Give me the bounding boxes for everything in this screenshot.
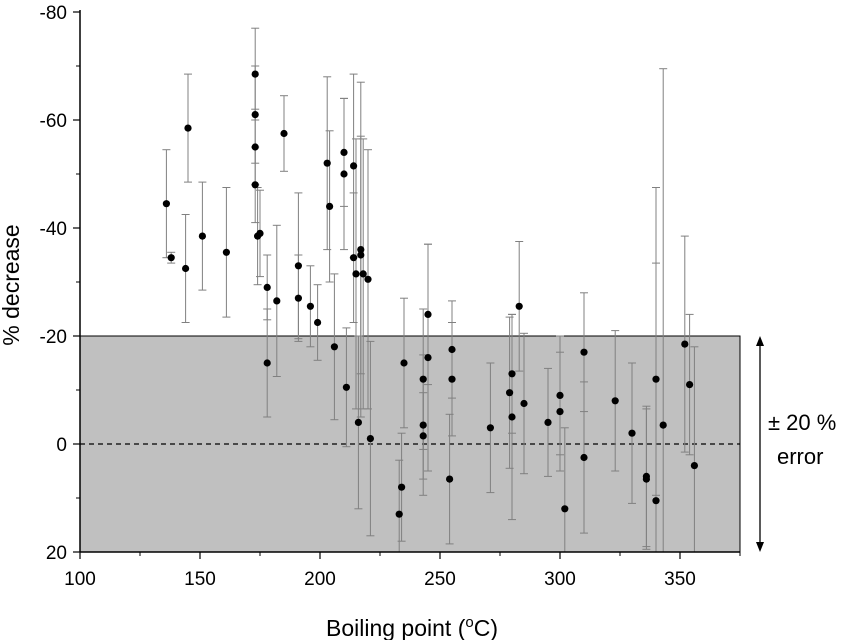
x-tick-label: 100 xyxy=(64,569,96,590)
y-tick-label: -40 xyxy=(40,219,67,240)
data-point xyxy=(342,383,350,391)
data-points-group xyxy=(162,70,699,518)
data-point xyxy=(611,397,619,405)
data-point xyxy=(350,254,358,262)
data-point xyxy=(424,310,432,318)
x-axis-title: Boiling point (oC) xyxy=(326,614,498,640)
y-tick-label: 0 xyxy=(56,435,67,456)
x-tick-label: 250 xyxy=(424,569,456,590)
y-ticks-group: -80 -60 -40 -20 0 20 xyxy=(40,3,80,564)
data-point xyxy=(520,399,528,408)
data-point xyxy=(326,202,334,210)
data-point xyxy=(323,159,331,167)
data-point xyxy=(400,359,408,367)
data-point xyxy=(508,413,516,421)
data-point xyxy=(652,497,660,505)
x-ticks-group: 100 150 200 250 300 350 xyxy=(64,552,741,590)
data-point xyxy=(354,418,362,426)
error-range-arrow xyxy=(756,336,764,552)
data-point xyxy=(642,475,651,483)
data-point xyxy=(167,254,175,262)
data-point xyxy=(306,302,314,310)
error-bar xyxy=(560,427,569,552)
x-tick-label: 200 xyxy=(304,569,336,590)
error-bar xyxy=(690,346,699,552)
data-point xyxy=(314,318,322,327)
data-point xyxy=(222,248,230,256)
y-tick-label: -80 xyxy=(40,3,67,24)
error-bar xyxy=(652,187,660,552)
data-point xyxy=(352,270,360,278)
data-point xyxy=(263,359,271,367)
data-point xyxy=(652,375,660,383)
data-point xyxy=(366,435,374,443)
data-point xyxy=(580,348,588,356)
data-point xyxy=(340,170,348,178)
data-point xyxy=(544,418,552,426)
y-tick-label: -60 xyxy=(40,111,67,132)
data-point xyxy=(251,111,259,119)
data-point xyxy=(515,302,523,310)
data-point xyxy=(184,124,192,132)
y-axis-title: % decrease xyxy=(0,224,24,345)
data-point xyxy=(395,510,403,518)
data-point xyxy=(681,340,689,348)
data-point xyxy=(690,462,699,470)
data-point xyxy=(357,246,365,254)
x-tick-label: 150 xyxy=(184,569,216,590)
x-tick-label: 350 xyxy=(664,569,696,590)
data-point xyxy=(448,345,456,354)
data-point xyxy=(508,370,516,378)
data-point xyxy=(419,421,427,429)
data-point xyxy=(686,381,694,389)
data-point xyxy=(294,262,302,270)
data-point xyxy=(273,297,281,305)
data-point xyxy=(357,251,365,259)
data-point xyxy=(486,424,494,432)
data-point xyxy=(364,275,372,283)
data-point xyxy=(628,429,636,437)
data-point xyxy=(256,229,264,237)
data-point xyxy=(419,432,427,440)
data-point xyxy=(448,375,456,383)
data-point xyxy=(263,283,271,291)
data-point xyxy=(182,264,190,273)
data-point xyxy=(561,505,569,513)
data-point xyxy=(251,181,259,189)
data-point xyxy=(340,148,348,156)
data-point xyxy=(424,354,432,362)
annotation-line-2: error xyxy=(777,444,823,469)
data-point xyxy=(580,453,588,462)
data-point xyxy=(280,129,288,138)
data-point xyxy=(294,294,302,302)
data-point xyxy=(556,408,564,416)
data-point xyxy=(419,375,427,383)
data-point xyxy=(350,162,358,170)
data-point xyxy=(198,232,206,240)
data-point xyxy=(446,475,454,483)
data-point xyxy=(359,270,367,278)
data-point xyxy=(251,70,259,78)
data-point xyxy=(659,421,667,429)
annotation-line-1: ± 20 % xyxy=(768,410,836,435)
data-point xyxy=(506,389,514,397)
data-point xyxy=(330,343,338,351)
data-point xyxy=(398,483,406,491)
y-tick-label: 20 xyxy=(46,543,67,564)
data-point xyxy=(251,143,259,151)
x-tick-label: 300 xyxy=(544,569,576,590)
data-point xyxy=(556,391,564,399)
error-bar xyxy=(659,68,668,552)
y-tick-label: -20 xyxy=(40,327,67,348)
data-point xyxy=(162,200,170,208)
